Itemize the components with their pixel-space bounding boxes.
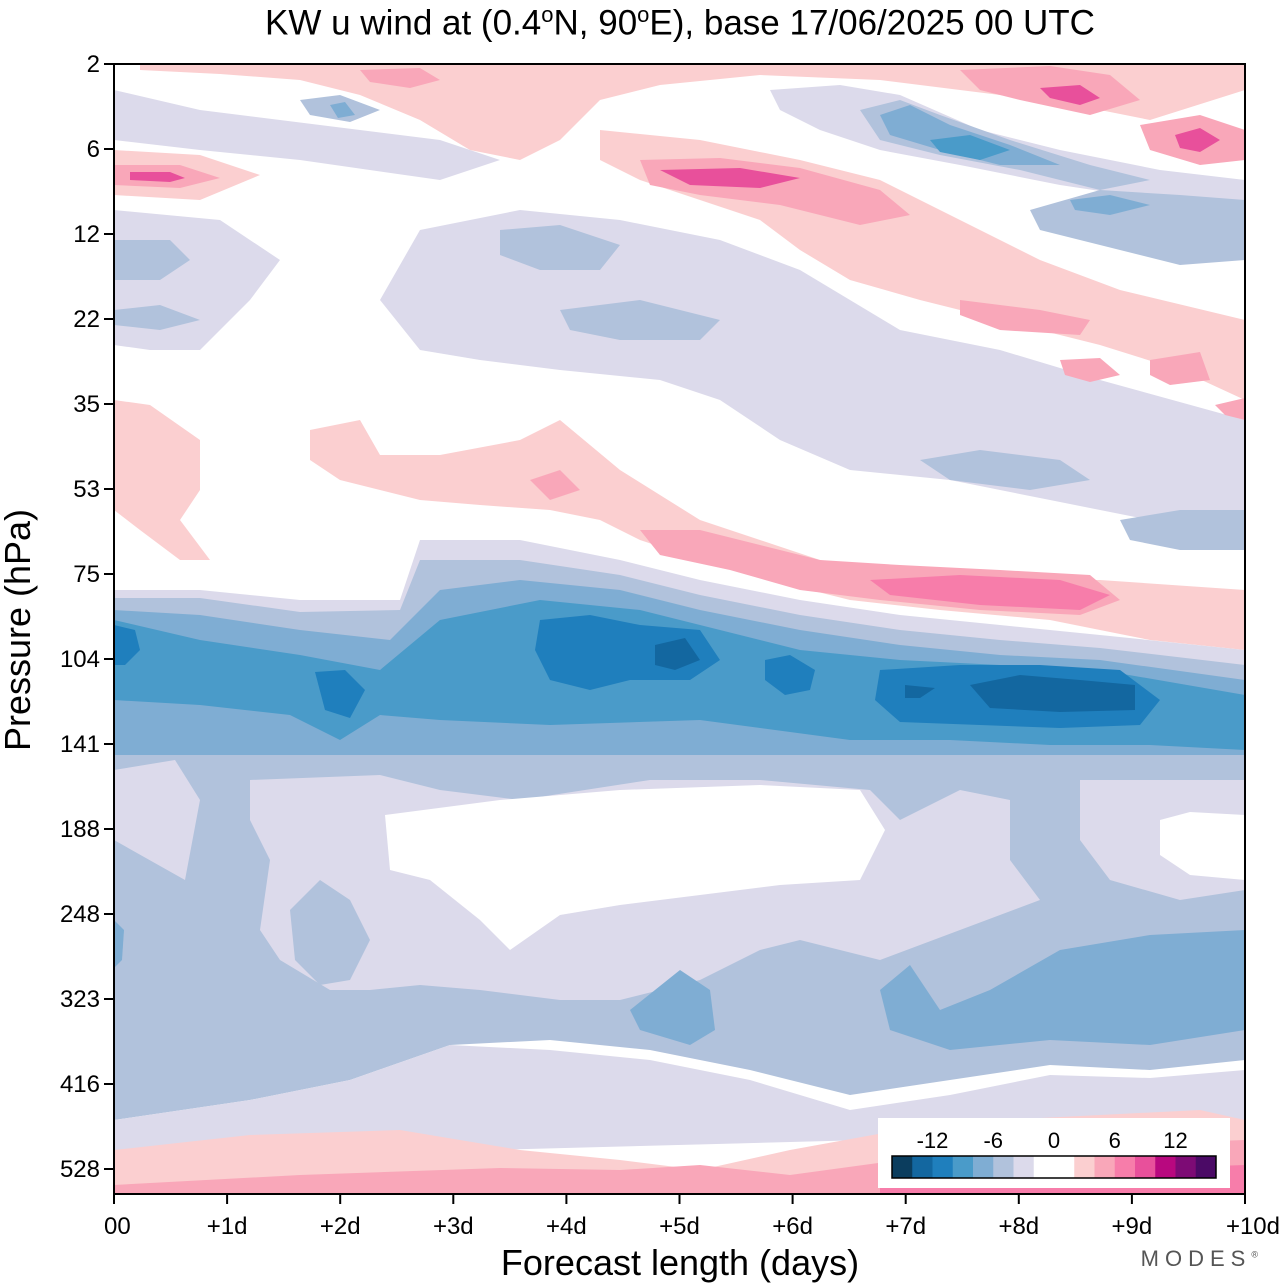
contour-jet-core-6d (765, 655, 815, 695)
colorbar-swatch (1094, 1156, 1116, 1178)
x-tick-label: +5d (659, 1213, 700, 1240)
contour-westerly-40-left (114, 400, 210, 560)
contour-westerly-25-right-mid (960, 300, 1090, 335)
x-tick-label: +4d (546, 1213, 587, 1240)
contour-easterly-15-mid-right-2 (560, 300, 720, 340)
x-tick-label: +2d (320, 1213, 361, 1240)
y-tick-label: 35 (73, 391, 100, 418)
contour-easterly-15-far-right-core (1070, 195, 1150, 215)
colorbar-swatch (1074, 1156, 1095, 1178)
colorbar-label: 6 (1109, 1128, 1121, 1153)
x-axis: 00 +1d +2d +3d +4d +5d +6d +7d +8d +9d +10d (104, 1194, 1280, 1240)
contour-easterly-55-right (1120, 510, 1245, 550)
colorbar-swatch (1054, 1156, 1075, 1178)
contour-easterly-15-mid-left-2 (114, 305, 200, 330)
contour-lower-mid-2d (290, 880, 370, 985)
colorbar-label: -6 (983, 1128, 1003, 1153)
contour-easterly-15-mid-left (114, 240, 190, 280)
colorbar-swatch (1175, 1156, 1197, 1178)
colorbar: -12 -6 0 6 12 (878, 1118, 1230, 1188)
chart-title: KW u wind at (0.4oN, 90oE), base 17/06/2… (265, 2, 1095, 43)
y-tick-label: 528 (60, 1156, 100, 1183)
x-tick-label: +9d (1112, 1213, 1153, 1240)
x-tick-label: +8d (998, 1213, 1039, 1240)
contour-lower-blank-right (1160, 812, 1245, 880)
contour-field (114, 64, 1245, 1194)
x-tick-label: +6d (772, 1213, 813, 1240)
contour-jet-core-left (114, 625, 140, 665)
contour-jet-darkest-5d (655, 638, 700, 670)
contour-jet-darkest-7d (905, 685, 935, 698)
colorbar-swatch (912, 1156, 933, 1178)
colorbar-swatch (952, 1156, 974, 1178)
contour-easterly-15-mid-right (500, 225, 620, 270)
y-tick-label: 6 (87, 136, 100, 163)
x-tick-label: +10d (1226, 1213, 1280, 1240)
x-tick-label: +7d (885, 1213, 926, 1240)
y-tick-label: 2 (87, 51, 100, 78)
colorbar-label: 12 (1163, 1128, 1187, 1153)
colorbar-label: -12 (917, 1128, 949, 1153)
contour-jet-core-2d (315, 670, 365, 718)
contour-westerly-30-right-mid (1060, 358, 1120, 382)
contour-lower-mid-330 (630, 970, 715, 1045)
colorbar-swatch (932, 1156, 954, 1178)
contour-upper-easterly-left-tiny (330, 102, 355, 118)
contour-westerly-30-right-mid-2 (1150, 352, 1210, 385)
contour-westerly-top-left (360, 68, 440, 88)
contour-lower-blank-center (385, 785, 885, 950)
y-tick-label: 53 (73, 476, 100, 503)
colorbar-swatch (1033, 1156, 1055, 1178)
contour-westerly-50-mid (530, 470, 580, 500)
contour-jet-core-4d (535, 615, 720, 690)
colorbar-swatch (1155, 1156, 1176, 1178)
contour-westerly-8-right-deep (660, 168, 800, 188)
colorbar-swatch (1114, 1156, 1136, 1178)
x-tick-label: +1d (207, 1213, 248, 1240)
contour-lower-mid-330-right (880, 930, 1245, 1050)
y-tick-label: 104 (60, 646, 100, 673)
contour-westerly-right-deep-2 (1175, 128, 1220, 152)
contour-westerly-top-deep (1040, 85, 1100, 105)
y-tick-label: 12 (73, 221, 100, 248)
contour-westerly-8-deep (130, 172, 185, 182)
contour-lower-darker-left (114, 920, 124, 968)
colorbar-swatch (993, 1156, 1014, 1178)
y-tick-label: 188 (60, 816, 100, 843)
x-tick-label: +3d (433, 1213, 474, 1240)
colorbar-swatch (1135, 1156, 1156, 1178)
contour-easterly-45-mid (920, 450, 1090, 490)
contour-westerly-35-right-mid (1215, 398, 1245, 420)
colorbar-swatch (973, 1156, 994, 1178)
y-tick-label: 75 (73, 561, 100, 588)
colorbar-swatch (892, 1156, 913, 1178)
colorbar-swatch (1013, 1156, 1035, 1178)
y-axis-title: Pressure (hPa) (0, 509, 38, 751)
y-tick-label: 141 (60, 731, 100, 758)
contour-upper-easterly-outer (114, 90, 500, 180)
y-tick-label: 22 (73, 306, 100, 333)
contour-westerly-top-pink (140, 64, 1245, 160)
x-axis-title: Forecast length (days) (501, 1242, 859, 1283)
y-tick-label: 323 (60, 986, 100, 1013)
x-tick-label: 00 (104, 1213, 131, 1240)
colorbar-swatch (1195, 1156, 1217, 1178)
y-axis: 2 6 12 22 35 53 75 104 141 188 248 323 416 528 (60, 51, 114, 1183)
contour-upper-easterly-right-jet (930, 135, 1010, 160)
contour-jet-darkest-8d (970, 675, 1135, 712)
colorbar-label: 0 (1048, 1128, 1060, 1153)
colorbar-frame (891, 1155, 1217, 1179)
modes-logo: MODES® (1140, 1246, 1258, 1271)
contour-westerly-75-deep (870, 575, 1110, 610)
y-tick-label: 248 (60, 901, 100, 928)
y-tick-label: 416 (60, 1071, 100, 1098)
